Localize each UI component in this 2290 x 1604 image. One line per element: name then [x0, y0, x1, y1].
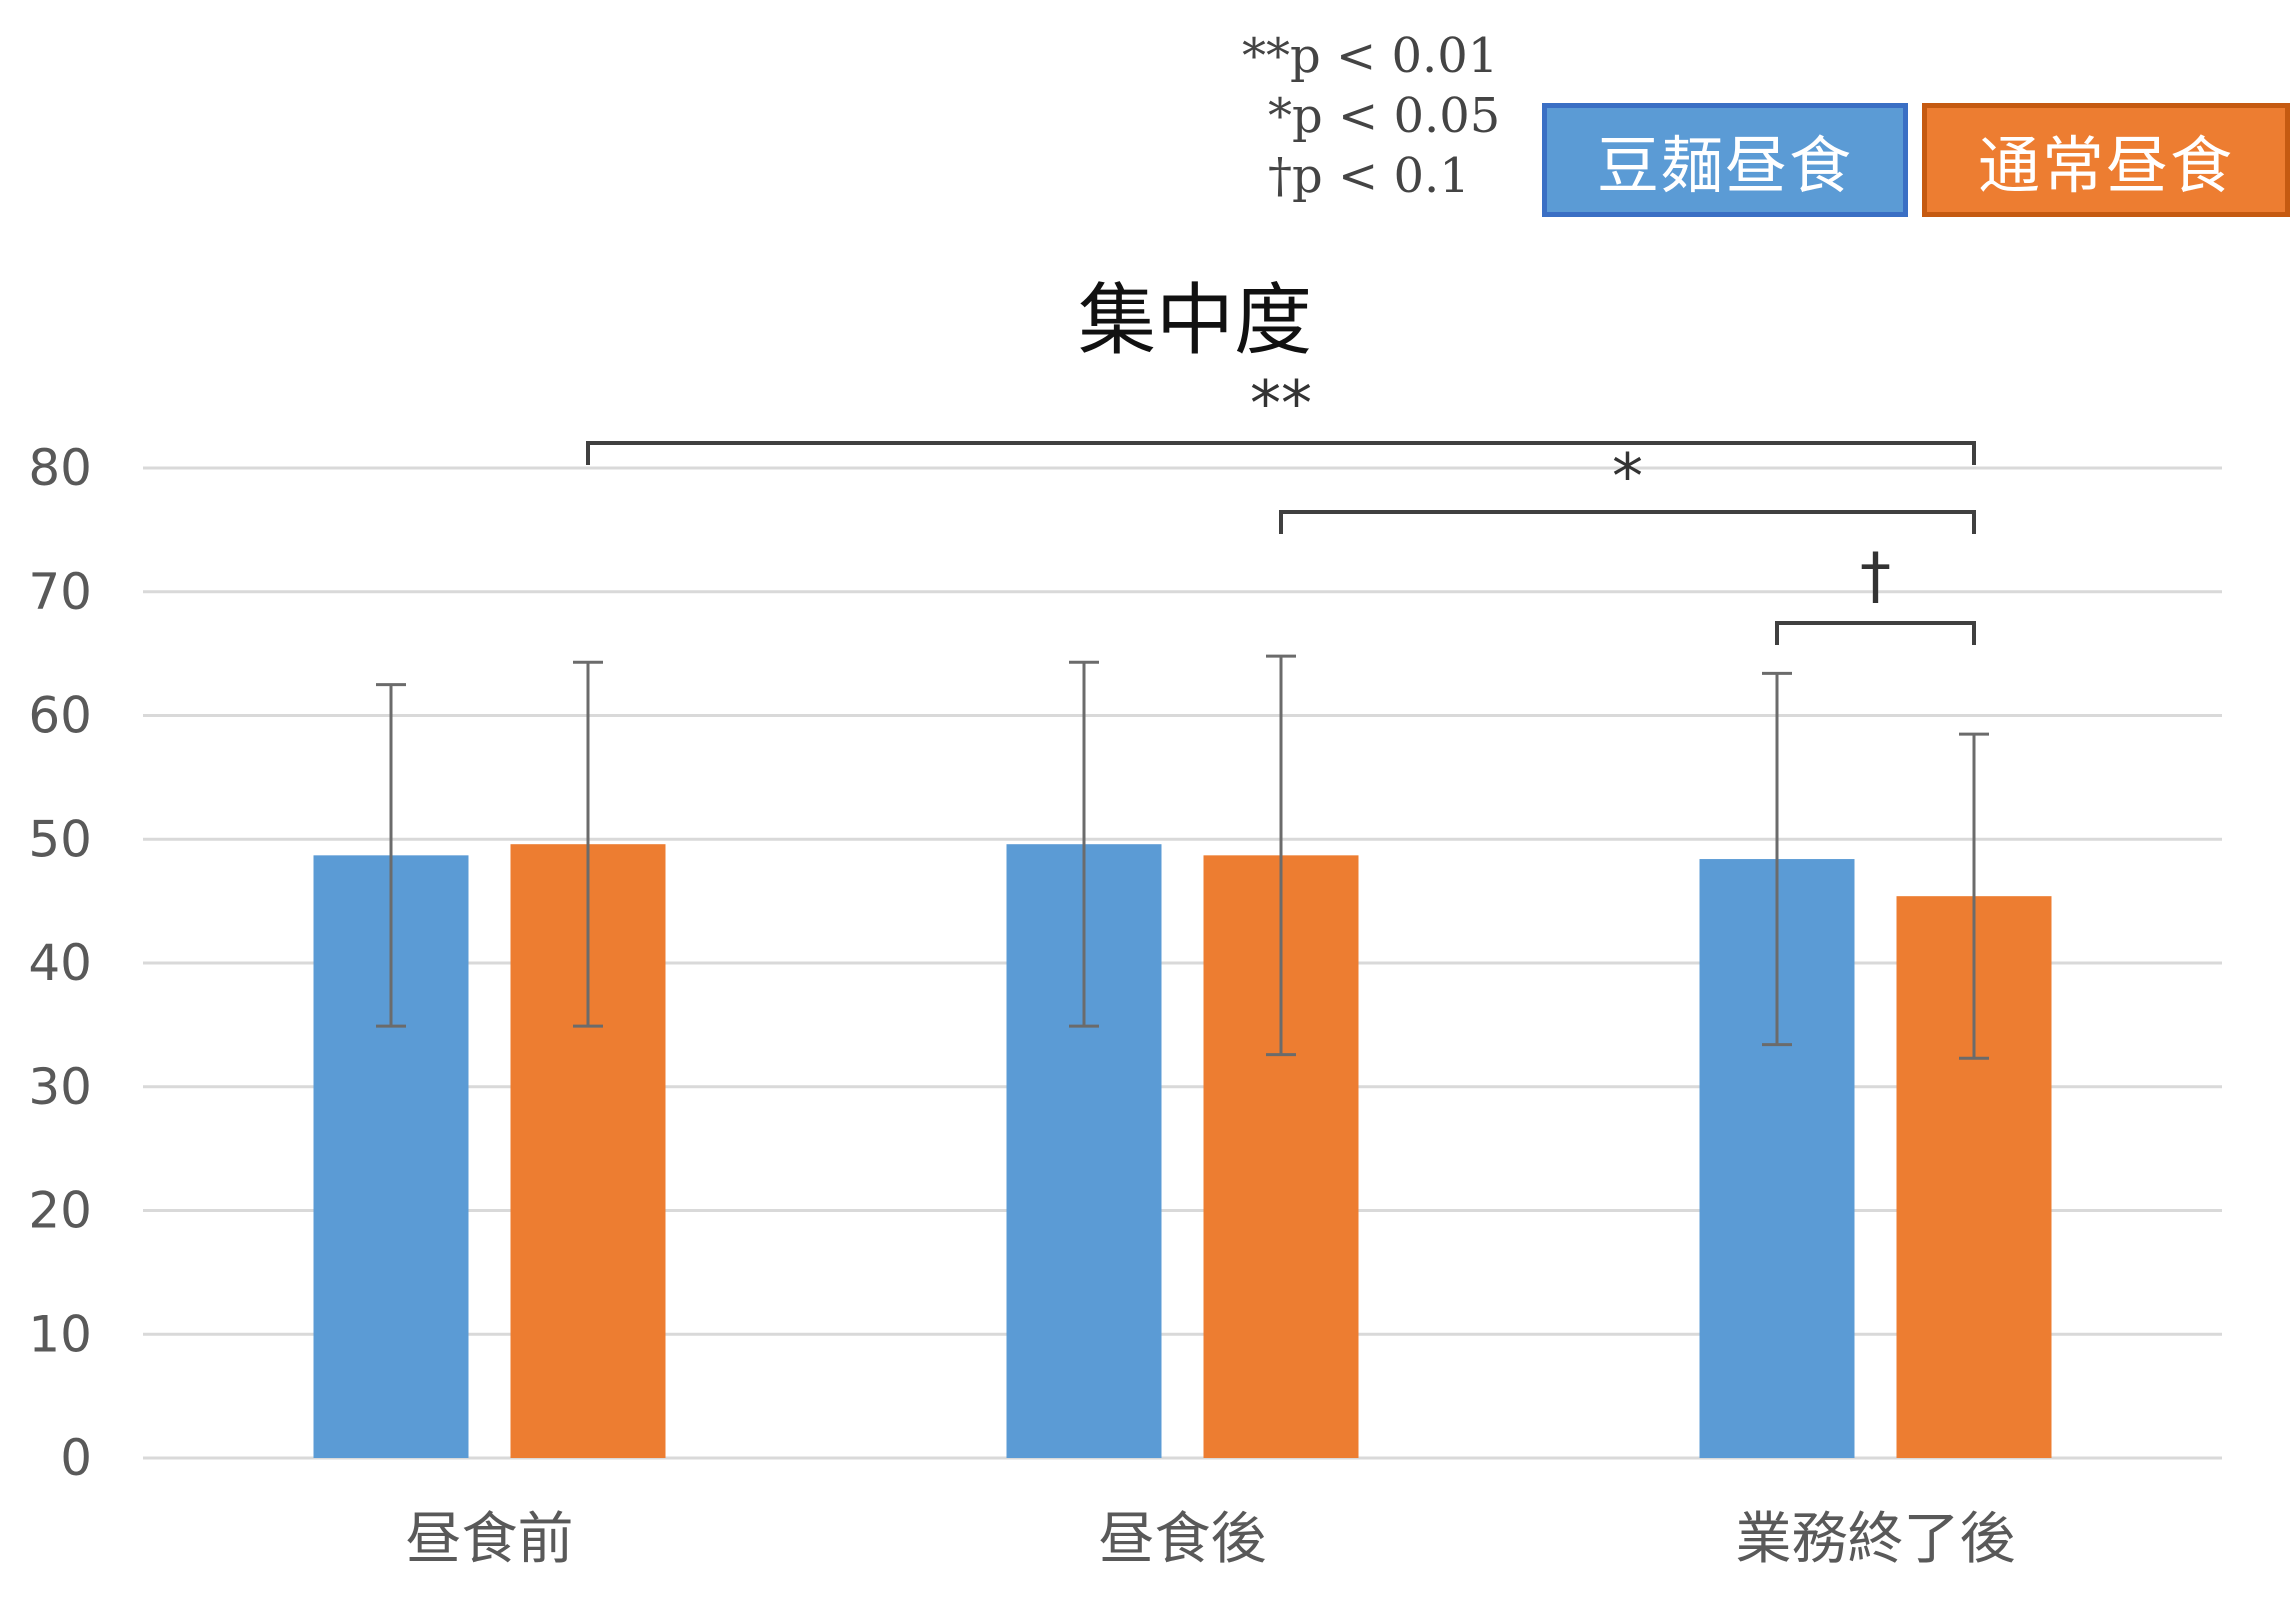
- significance-bracket: [586, 441, 1976, 465]
- y-tick-label: 50: [28, 810, 92, 868]
- significance-note-p001: **p < 0.01: [1242, 28, 1499, 84]
- chart-title: 集中度: [1077, 276, 1312, 366]
- y-tick-label: 30: [28, 1058, 92, 1116]
- x-tick-label: 昼食前: [406, 1507, 574, 1572]
- significance-note-p005: *p < 0.05: [1268, 88, 1501, 144]
- significance-note-p01: †p < 0.1: [1268, 148, 1470, 204]
- significance-bracket: [1775, 621, 1976, 645]
- y-tick-label: 10: [28, 1305, 92, 1363]
- x-tick-label: 昼食後: [1099, 1507, 1267, 1572]
- y-tick-label: 40: [28, 934, 92, 992]
- legend-item-bean-noodle-lunch: 豆麺昼食: [1542, 103, 1908, 217]
- significance-label: *: [1612, 440, 1643, 513]
- y-tick-label: 0: [60, 1429, 92, 1487]
- y-tick-label: 80: [28, 439, 92, 497]
- significance-bracket: [1279, 510, 1976, 534]
- x-tick-label: 業務終了後: [1736, 1507, 2016, 1572]
- legend-item-regular-lunch: 通常昼食: [1922, 103, 2290, 217]
- y-tick-label: 60: [28, 687, 92, 745]
- y-tick-label: 70: [28, 563, 92, 621]
- y-tick-label: 20: [28, 1182, 92, 1240]
- significance-label: **: [1250, 367, 1312, 440]
- significance-label: †: [1860, 539, 1891, 612]
